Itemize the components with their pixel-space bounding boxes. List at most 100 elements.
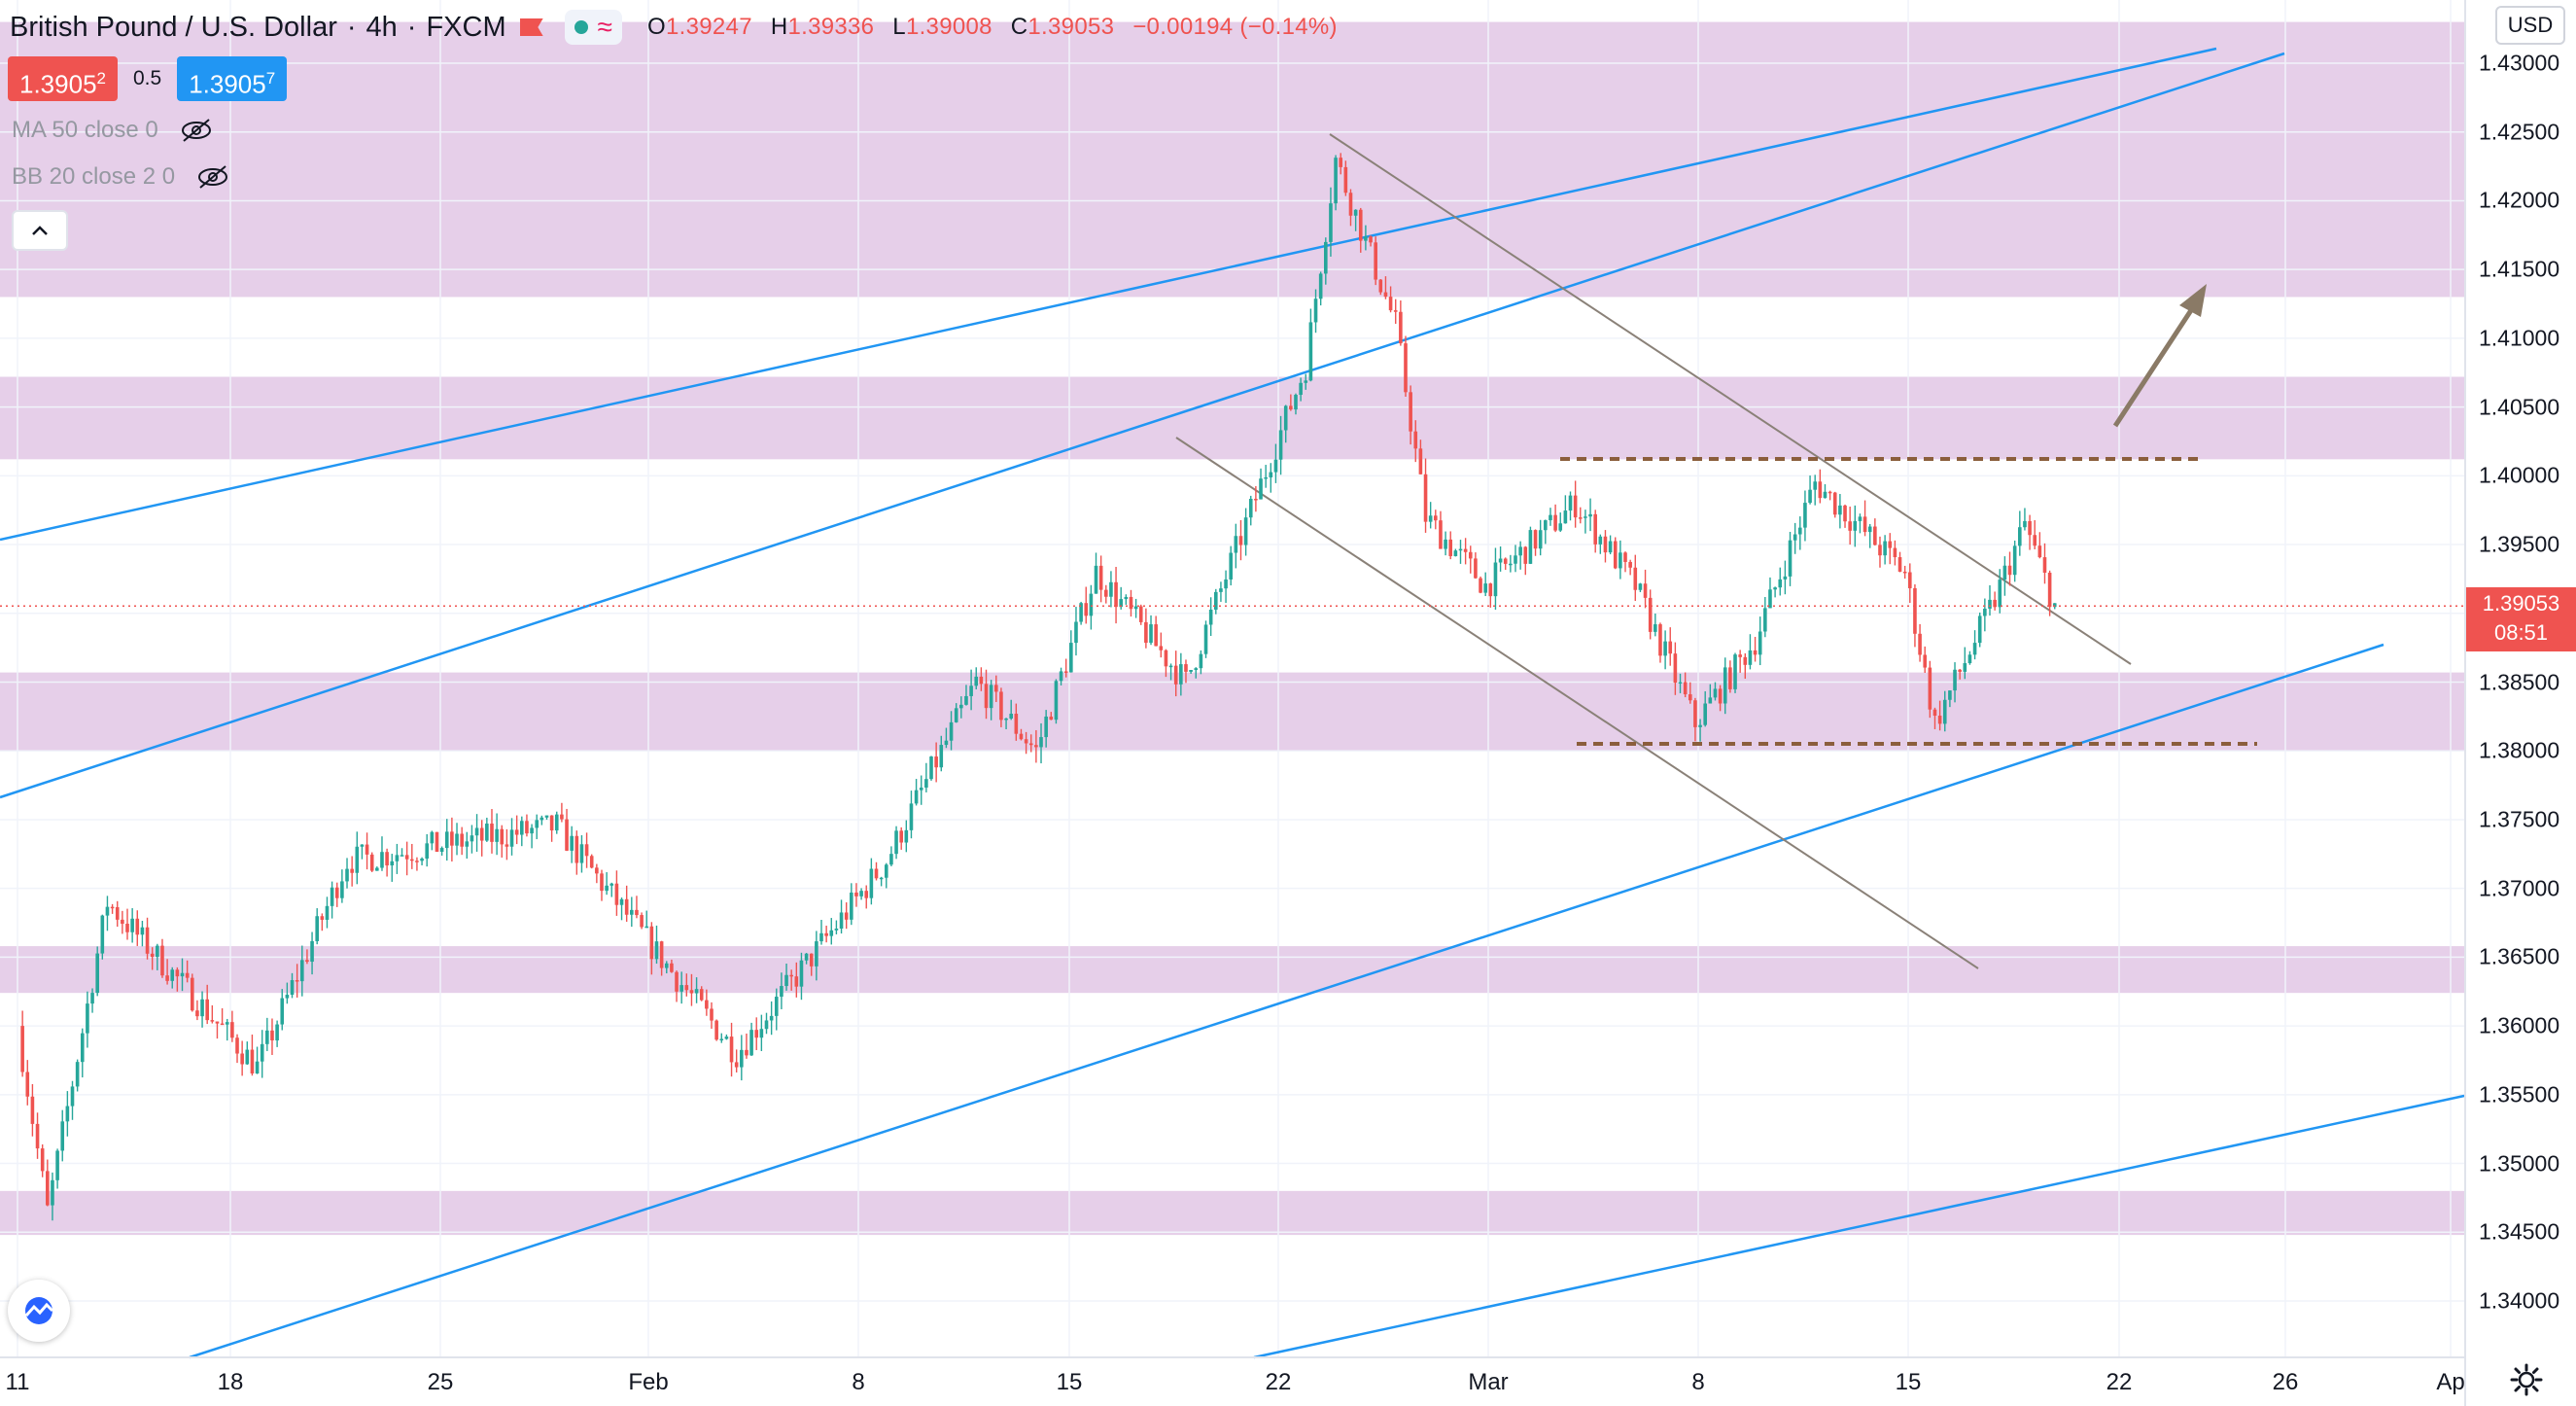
candle-body <box>260 1043 264 1062</box>
channel-line-upper-2 <box>0 52 2285 799</box>
gear-icon[interactable] <box>2510 1363 2543 1396</box>
eye-off-icon[interactable] <box>196 164 229 190</box>
chevron-up-icon <box>32 226 48 235</box>
tradingview-logo-icon[interactable] <box>8 1280 70 1342</box>
candle-body <box>105 906 110 916</box>
candle-body <box>205 999 209 1021</box>
candle-body <box>2042 557 2047 573</box>
buy-button[interactable]: 1.39057 <box>177 56 288 101</box>
candle-body <box>1428 515 1433 522</box>
candle-body <box>1214 591 1218 611</box>
candle-body <box>290 980 295 996</box>
candle-body <box>554 814 559 831</box>
price-tick-label: 1.41500 <box>2479 256 2560 282</box>
spread-value: 0.5 <box>133 67 162 89</box>
candle-body <box>1673 653 1678 684</box>
candle-body <box>1544 520 1548 531</box>
candle-body <box>369 854 374 871</box>
candle-body <box>1573 495 1578 518</box>
candle-body <box>2012 545 2017 576</box>
candle-body <box>115 907 120 920</box>
candle-body <box>819 932 823 942</box>
candle-body <box>1678 682 1683 685</box>
candle-body <box>1553 514 1557 531</box>
zone-0 <box>0 21 2465 298</box>
candle-body <box>51 1179 54 1206</box>
candle-body <box>1063 671 1068 673</box>
candle-body <box>1248 499 1253 518</box>
candle-body <box>1643 583 1648 598</box>
candle-body <box>1079 603 1083 622</box>
candle-body <box>1234 536 1238 553</box>
currency-button[interactable]: USD <box>2495 6 2565 45</box>
candle-body <box>1498 558 1503 563</box>
candle-body <box>1283 405 1288 431</box>
candle-body <box>1278 430 1283 460</box>
candle-body <box>1133 606 1138 610</box>
candle-body <box>1189 670 1193 672</box>
candle-body <box>1598 536 1603 545</box>
candle-body <box>1049 716 1054 721</box>
candle-body <box>479 827 484 841</box>
candle-body <box>1897 557 1902 572</box>
candle-body <box>1578 517 1583 519</box>
price-tick-label: 1.36500 <box>2479 943 2560 969</box>
candle-body <box>2033 535 2037 546</box>
price-tick-label: 1.38000 <box>2479 737 2560 763</box>
sell-button[interactable]: 1.39052 <box>8 56 118 101</box>
candle-body <box>1479 578 1482 593</box>
candle-body <box>145 927 150 954</box>
candle-body <box>595 867 599 874</box>
candle-body <box>1873 526 1877 545</box>
time-tick-label: 18 <box>217 1369 244 1395</box>
interval-label[interactable]: 4h <box>366 11 398 43</box>
candle-body <box>1339 158 1343 167</box>
status-pill[interactable]: ≈ <box>564 10 623 45</box>
candle-body <box>1444 539 1447 549</box>
eye-off-icon[interactable] <box>180 118 213 143</box>
channel-line-upper-1 <box>0 47 2217 542</box>
candle-body <box>40 1148 45 1172</box>
candle-body <box>1958 669 1962 672</box>
candle-body <box>1463 548 1468 552</box>
indicator-bb[interactable]: BB 20 close 2 0 <box>12 163 229 191</box>
candle-body <box>2028 520 2032 536</box>
collapse-legend-button[interactable] <box>12 210 68 251</box>
projection-arrow-head <box>2179 284 2207 317</box>
candle-body <box>1348 193 1353 216</box>
candle-body <box>1648 597 1653 632</box>
candle-body <box>65 1106 70 1122</box>
candle-body <box>1878 545 1882 556</box>
candle-body <box>420 859 424 861</box>
candle-body <box>1039 737 1043 748</box>
candle-body <box>989 685 993 709</box>
candle-body <box>579 844 584 863</box>
candle-body <box>1797 527 1802 535</box>
candle-body <box>1364 236 1368 241</box>
candle-body <box>140 927 145 935</box>
candle-body <box>570 835 574 851</box>
time-tick-label: Feb <box>628 1369 669 1395</box>
price-tick-label: 1.34500 <box>2479 1218 2560 1245</box>
symbol-title[interactable]: British Pound / U.S. Dollar <box>10 11 337 43</box>
indicator-ma[interactable]: MA 50 close 0 <box>12 117 213 144</box>
bar-countdown: 08:51 <box>2493 620 2549 645</box>
candle-body <box>1828 491 1832 494</box>
candle-body <box>1748 650 1753 665</box>
candle-body <box>699 989 704 1001</box>
candle-body <box>485 824 489 841</box>
candle-body <box>1199 653 1203 669</box>
candle-body <box>1907 572 1912 588</box>
candle-body <box>630 909 634 915</box>
flag-icon[interactable] <box>519 18 543 36</box>
candle-body <box>1439 520 1443 549</box>
candle-body <box>954 708 958 722</box>
candle-body <box>1483 583 1487 593</box>
candle-body <box>55 1150 59 1180</box>
candle-body <box>200 999 204 1017</box>
candle-body <box>774 997 779 1016</box>
candle-body <box>1468 551 1473 559</box>
candle-body <box>1783 576 1788 580</box>
candle-body <box>1693 700 1697 727</box>
